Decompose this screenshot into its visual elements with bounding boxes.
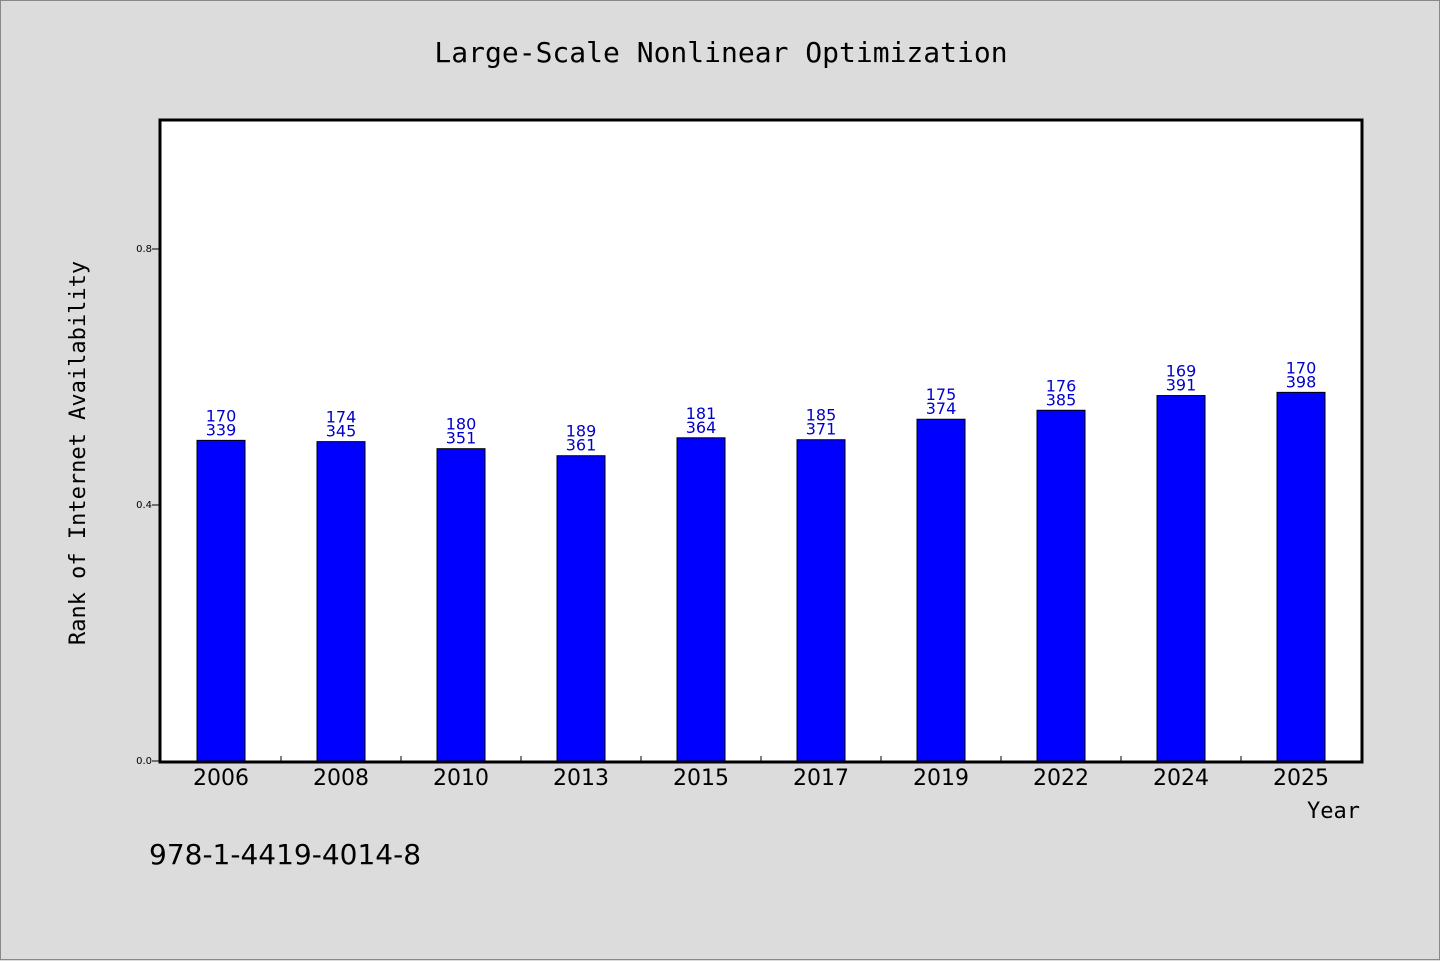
x-axis-label: Year [1307,799,1360,824]
y-tick-label-0.0: 0.0 [136,756,152,767]
x-tick-label-2024: 2024 [1153,766,1209,791]
data-label-2017-lower: 371 [806,420,837,439]
x-tick-label-2019: 2019 [913,766,969,791]
data-label-2015-upper: 181 [686,404,717,423]
y-axis-ticks: 0.0 0.4 0.8 [136,244,161,767]
x-tick-label-2017: 2017 [793,766,849,791]
x-tick-label-2025: 2025 [1273,766,1329,791]
bars-group [196,391,1326,762]
bar-2017 [796,439,846,762]
data-label-2017-upper: 185 [806,406,837,425]
data-label-2025-upper: 170 [1286,358,1317,377]
x-tick-label-2010: 2010 [433,766,489,791]
data-label-2019-upper: 175 [926,385,957,404]
x-tick-label-2006: 2006 [193,766,249,791]
y-axis-label: Rank of Internet Availability [66,261,91,645]
data-label-2022-lower: 385 [1046,390,1077,409]
data-label-2025-lower: 398 [1286,372,1317,391]
data-label-2015-lower: 364 [686,418,717,437]
bar-2006 [196,439,246,762]
data-label-2013-lower: 361 [566,436,597,455]
y-tick-label-0.4: 0.4 [136,500,152,511]
bar-2010 [436,448,486,762]
x-tick-label-2013: 2013 [553,766,609,791]
x-axis-ticks: 2006 2008 2010 2013 2015 2017 2019 2022 2024 2025 [193,756,1329,791]
data-label-2010-upper: 180 [446,415,477,434]
bar-2025 [1276,391,1326,762]
data-label-2024-upper: 169 [1166,362,1197,381]
bar-2015 [676,437,726,762]
x-tick-label-2022: 2022 [1033,766,1089,791]
data-label-2024-lower: 391 [1166,376,1197,395]
data-label-2022-upper: 176 [1046,376,1077,395]
data-label-2010-lower: 351 [446,429,477,448]
data-label-2008-lower: 345 [326,422,357,441]
data-label-2008-upper: 174 [326,408,357,427]
bar-2019 [916,418,966,762]
x-tick-label-2008: 2008 [313,766,369,791]
y-tick-label-0.8: 0.8 [136,244,152,255]
chart-title: Large-Scale Nonlinear Optimization [434,36,1007,69]
data-label-2013-upper: 189 [566,422,597,441]
x-tick-label-2015: 2015 [673,766,729,791]
data-label-2006-upper: 170 [206,406,237,425]
data-label-2019-lower: 374 [926,399,957,418]
bar-2024 [1156,395,1206,762]
data-label-2006-lower: 339 [206,420,237,439]
isbn-text: 978-1-4419-4014-8 [149,838,421,871]
bar-2008 [316,441,366,762]
bar-2022 [1036,409,1086,762]
bar-2013 [556,455,606,762]
